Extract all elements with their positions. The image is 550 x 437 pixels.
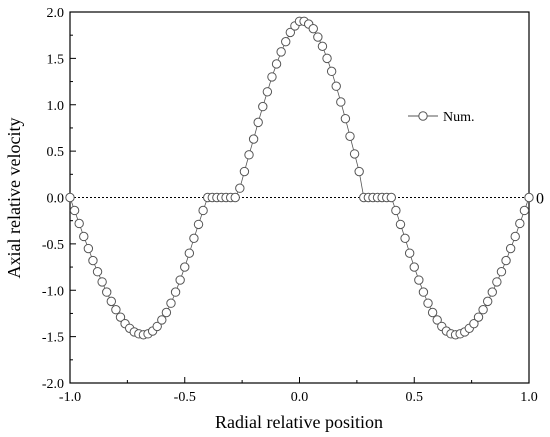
data-point — [83, 243, 94, 254]
data-point — [92, 267, 103, 277]
data-point — [395, 219, 406, 230]
x-tick-label: -1.0 — [59, 390, 81, 405]
y-tick-label: 0.5 — [47, 145, 65, 160]
y-tick-label: 2.0 — [47, 6, 65, 21]
data-point — [354, 166, 364, 177]
data-point — [308, 23, 318, 34]
data-point — [184, 248, 195, 258]
y-tick-label: -0.5 — [42, 238, 64, 253]
data-point — [487, 287, 497, 297]
data-point — [88, 255, 98, 266]
data-point — [469, 318, 479, 329]
data-point — [166, 298, 176, 308]
data-point — [157, 315, 167, 325]
data-point — [404, 248, 415, 258]
data-point — [386, 192, 396, 203]
data-point — [198, 205, 208, 216]
data-point — [248, 134, 259, 144]
x-axis-title: Radial relative position — [215, 412, 383, 432]
data-point — [478, 305, 488, 315]
data-point — [106, 296, 117, 307]
y-tick-label: -2.0 — [42, 377, 64, 392]
data-point — [161, 307, 172, 318]
data-point — [258, 101, 268, 112]
data-point — [111, 305, 121, 315]
y-axis-ticks: -2.0 -1.5 -1.0 -0.5 0.0 0.5 1.0 1.5 2.0 — [42, 6, 76, 392]
data-point — [97, 277, 107, 287]
y-axis-title: Axial relative velocity — [4, 118, 24, 279]
data-point — [102, 287, 112, 297]
data-point — [244, 150, 254, 160]
data-point — [482, 296, 493, 307]
data-point — [235, 183, 245, 193]
legend-marker — [418, 111, 428, 121]
data-point — [423, 298, 433, 308]
data-point — [317, 41, 328, 52]
data-point — [170, 287, 181, 297]
data-point — [271, 59, 282, 69]
x-tick-label: -0.5 — [174, 390, 196, 405]
data-point — [510, 231, 520, 242]
data-point — [414, 275, 424, 285]
data-point — [313, 32, 323, 42]
data-point — [473, 312, 484, 322]
data-point — [253, 117, 263, 128]
data-point — [239, 166, 250, 177]
data-point — [175, 275, 185, 285]
data-point — [349, 149, 360, 159]
legend-label: Num. — [443, 110, 475, 125]
data-point — [276, 47, 286, 57]
data-point — [400, 233, 410, 244]
x-tick-label: 1.0 — [520, 390, 538, 405]
data-point — [180, 262, 190, 272]
data-point — [189, 233, 199, 244]
data-point — [326, 66, 337, 77]
data-point — [115, 312, 126, 322]
data-point — [409, 262, 419, 272]
data-point — [336, 97, 346, 107]
data-point — [65, 192, 75, 203]
data-point — [322, 53, 332, 64]
data-point — [74, 218, 84, 229]
data-point — [267, 72, 277, 82]
series-num — [65, 16, 534, 340]
data-point — [505, 243, 516, 254]
data-point — [69, 205, 80, 216]
data-point — [230, 192, 240, 203]
y-tick-label: -1.0 — [42, 284, 64, 299]
data-point — [515, 218, 525, 229]
data-point — [432, 315, 442, 325]
data-point — [152, 321, 162, 332]
y-tick-label: -1.5 — [42, 331, 64, 346]
y-tick-label: 0.0 — [47, 192, 65, 207]
y-tick-label: 1.5 — [47, 52, 65, 67]
data-point — [496, 267, 507, 277]
data-point — [281, 36, 291, 47]
data-point — [285, 27, 296, 38]
x-axis-ticks: -1.0 -0.5 0.0 0.5 1.0 — [59, 377, 538, 405]
data-point — [501, 255, 511, 266]
data-point — [79, 231, 89, 242]
data-point — [391, 205, 401, 216]
data-point — [427, 307, 438, 318]
data-point — [492, 277, 502, 287]
data-point — [331, 81, 341, 91]
data-point — [345, 131, 355, 141]
series-line — [69, 20, 530, 336]
data-point — [262, 87, 273, 97]
data-point — [418, 287, 429, 297]
data-point — [193, 219, 204, 230]
zero-reference-label: 0 — [536, 191, 544, 208]
data-point — [340, 113, 351, 124]
y-tick-label: 1.0 — [47, 99, 65, 114]
x-tick-label: 0.5 — [406, 390, 424, 405]
legend: Num. — [408, 110, 475, 125]
x-tick-label: 0.0 — [291, 390, 309, 405]
data-point — [524, 192, 534, 203]
data-point — [519, 205, 530, 216]
